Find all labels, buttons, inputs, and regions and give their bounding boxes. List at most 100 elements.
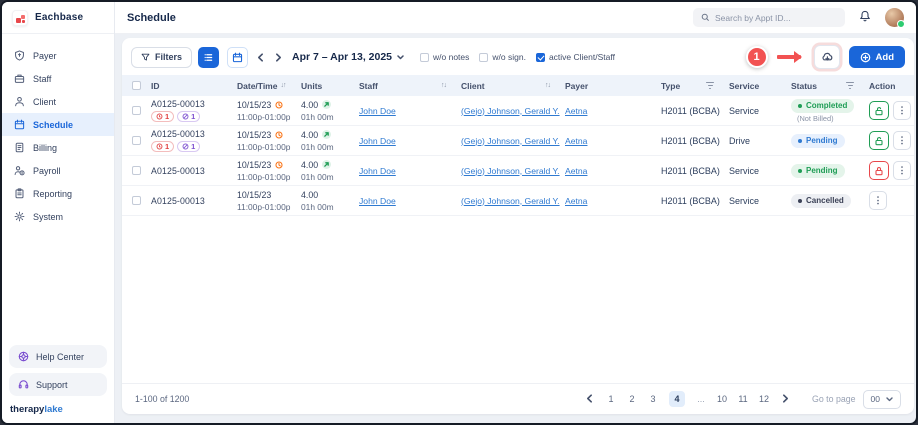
row-checkbox[interactable] [132,196,141,205]
unlock-button[interactable] [869,101,889,120]
trend-up-icon [322,160,332,169]
lock-button[interactable] [869,161,889,180]
filters-button[interactable]: Filters [131,46,193,68]
row-checkbox[interactable] [132,106,141,115]
column-header-id[interactable]: ID [151,80,160,91]
export-button[interactable] [813,45,840,69]
cell-service: Service [729,195,760,206]
column-header-units[interactable]: Units [301,80,323,91]
sort-icon[interactable]: ↓↑ [280,82,286,89]
cell-staff: John Doe [356,136,458,146]
support-button[interactable]: Support [9,373,107,396]
staff-link[interactable]: John Doe [359,135,396,146]
prev-week-button[interactable] [254,50,266,64]
page-button-active[interactable]: 4 [668,391,685,407]
payer-link[interactable]: Aetna [565,195,588,206]
sidebar-item-schedule[interactable]: Schedule [2,113,114,136]
cell-payer: Aetna [562,196,658,206]
sidebar-footer: Help Center Support therapylake [2,340,114,423]
column-header-staff[interactable]: Staff ↑↓ [359,80,447,91]
staff-link[interactable]: John Doe [359,105,396,116]
client-link[interactable]: (Gejo) Johnson, Gerald Y. [461,135,560,146]
column-header-service[interactable]: Service [729,80,760,91]
filter-icon[interactable] [846,82,854,89]
client-link[interactable]: (Gejo) Johnson, Gerald Y. [461,165,560,176]
search-input[interactable] [715,12,837,23]
row-menu-button[interactable]: ⋮ [869,191,887,210]
cell-datetime: 10/15/23 11:00p-01:00p [237,129,291,152]
column-header-datetime[interactable]: Date/Time ↓↑ [237,80,286,91]
top-header: Schedule [115,2,916,34]
active-client-staff-checkbox[interactable]: active Client/Staff [535,52,615,62]
cell-action: ⋮ [866,191,914,210]
cell-type: H2011 (BCBA) [661,165,720,176]
staff-link[interactable]: John Doe [359,165,396,176]
add-button[interactable]: Add [848,46,905,68]
next-page-button[interactable] [780,393,790,405]
shield-icon [15,50,24,61]
plus-circle-icon [860,52,870,62]
help-center-button[interactable]: Help Center [9,345,107,368]
select-all-checkbox[interactable] [132,81,141,90]
table-row[interactable]: A0125-00013 1 1 10/15/23 11:00p-01:00p 4… [122,126,914,156]
client-link[interactable]: (Gejo) Johnson, Gerald Y. [461,105,560,116]
wo-sign-checkbox[interactable]: w/o sign. [479,52,526,62]
sidebar-item-billing[interactable]: Billing [2,136,114,159]
calendar-icon [14,119,25,130]
prev-page-button[interactable] [585,393,595,405]
sidebar-item-payroll[interactable]: Payroll [2,159,114,182]
notification-bell-button[interactable] [859,9,871,27]
page-button[interactable]: 10 [716,394,727,404]
list-view-button[interactable] [198,46,220,68]
sidebar-item-client[interactable]: Client [2,90,114,113]
row-checkbox[interactable] [132,166,141,175]
sidebar-item-reporting[interactable]: Reporting [2,182,114,205]
chevron-down-icon [397,54,404,59]
sidebar-item-payer[interactable]: Payer [2,44,114,67]
payer-link[interactable]: Aetna [565,165,588,176]
table-row[interactable]: A0125-00013 10/15/23 11:00p-01:00p 4.00 … [122,186,914,216]
content-area: Filters Apr 7 – Apr 13, 20 [115,34,916,423]
sidebar-item-system[interactable]: System [2,205,114,228]
sort-icon[interactable]: ↑↓ [441,82,447,89]
page-button[interactable]: 11 [738,394,748,404]
unlock-button[interactable] [869,131,889,150]
sidebar-item-staff[interactable]: Staff [2,67,114,90]
payer-link[interactable]: Aetna [565,105,588,116]
calendar-view-button[interactable] [227,46,249,68]
column-header-client[interactable]: Client ↑↓ [461,80,551,91]
row-checkbox[interactable] [132,136,141,145]
checkbox-icon [420,52,430,62]
staff-link[interactable]: John Doe [359,195,396,206]
page-title: Schedule [127,11,176,24]
payer-link[interactable]: Aetna [565,135,588,146]
goto-page-select[interactable]: 00 [862,389,901,409]
sort-icon[interactable]: ↑↓ [545,82,551,89]
cell-service: Drive [729,135,751,146]
table-row[interactable]: A0125-00013 1 1 10/15/23 11:00p-01:00p 4… [122,96,914,126]
late-clock-icon [275,130,283,139]
table-row[interactable]: A0125-00013 10/15/23 11:00p-01:00p 4.00 … [122,156,914,186]
user-avatar[interactable] [885,8,905,28]
wo-notes-checkbox[interactable]: w/o notes [420,52,469,62]
cell-units: 4.00 01h 00m [301,99,334,122]
column-header-status[interactable]: Status [788,81,866,91]
cell-datetime: 10/15/23 11:00p-01:00p [237,99,291,122]
results-range: 1-100 of 1200 [135,394,190,404]
row-menu-button[interactable]: ⋮ [893,101,911,120]
search-box[interactable] [693,8,845,27]
page-button[interactable]: 3 [650,394,656,404]
row-menu-button[interactable]: ⋮ [893,161,911,180]
filter-icon[interactable] [706,82,714,89]
page-button[interactable]: 12 [758,394,769,404]
next-week-button[interactable] [272,50,284,64]
client-link[interactable]: (Gejo) Johnson, Gerald Y. [461,195,560,206]
column-header-payer[interactable]: Payer [565,80,589,91]
column-header-type[interactable]: Type [658,81,726,91]
page-button[interactable]: 2 [629,394,635,404]
row-menu-button[interactable]: ⋮ [893,131,911,150]
date-range-selector[interactable]: Apr 7 – Apr 13, 2025 [292,51,404,63]
goto-page: Go to page 00 [812,389,901,409]
page-button[interactable]: 1 [608,394,614,404]
cell-units: 4.00 01h 00m [301,159,334,182]
